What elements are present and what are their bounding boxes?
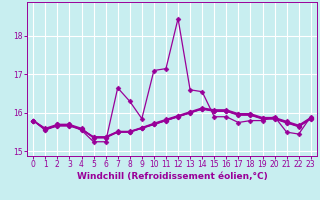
X-axis label: Windchill (Refroidissement éolien,°C): Windchill (Refroidissement éolien,°C) — [76, 172, 268, 181]
